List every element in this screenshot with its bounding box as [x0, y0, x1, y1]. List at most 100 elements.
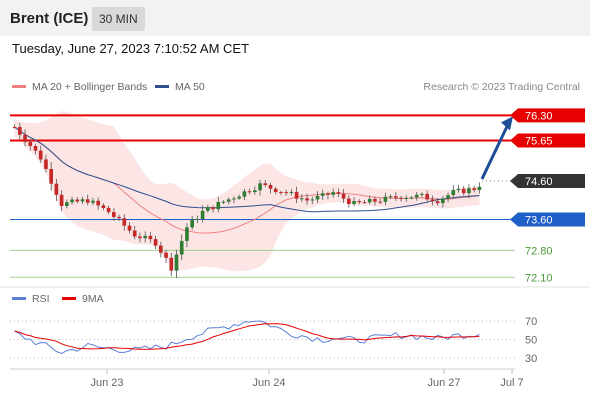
bollinger-band-area — [14, 111, 480, 272]
candle-body — [310, 199, 315, 201]
candle-body — [451, 190, 456, 196]
level-label-1: 75.65 — [525, 135, 553, 147]
candle-body — [362, 202, 367, 204]
candle-body — [190, 219, 194, 228]
candle-body — [153, 239, 158, 246]
price-levels — [10, 114, 515, 278]
candle-body — [472, 188, 476, 191]
ma20-legend-swatch — [12, 85, 26, 88]
candle-body — [331, 192, 335, 195]
candle-body — [195, 219, 200, 221]
candle-body — [174, 254, 179, 271]
candle-body — [106, 207, 111, 213]
candle-body — [28, 141, 33, 147]
rsi-ma-legend-swatch — [62, 297, 76, 300]
ma20-legend-label: MA 20 + Bollinger Bands — [32, 81, 147, 93]
candle-body — [305, 198, 309, 201]
rsi-tick-label-2: 30 — [525, 353, 537, 365]
candle-body — [44, 159, 48, 170]
x-axis: Jun 23 Jun 24 Jun 27 Jul 7 — [90, 369, 524, 389]
candle-body — [367, 198, 372, 203]
candle-body — [159, 245, 163, 253]
credit-text: Research © 2023 Trading Central — [423, 81, 580, 93]
ma50-line — [14, 126, 480, 213]
rsi-panel — [14, 320, 480, 355]
candle-body — [211, 207, 215, 210]
candle-body — [352, 201, 356, 204]
forecast-arrow — [480, 116, 513, 180]
candle-body — [206, 207, 210, 211]
candle-body — [237, 196, 241, 199]
candle-body — [80, 199, 85, 202]
instrument-title: Brent (ICE) — [10, 10, 89, 27]
rsi-tick-label-0: 70 — [525, 316, 537, 328]
candle-body — [294, 191, 299, 199]
candle-body — [326, 193, 330, 195]
candle-body — [273, 188, 278, 192]
x-tick-label-2: Jun 27 — [427, 377, 460, 389]
level-label-4: 72.80 — [525, 245, 553, 257]
candle-body — [232, 198, 236, 200]
candle-body — [425, 193, 429, 200]
level-label-0: 76.30 — [525, 110, 553, 122]
candle-body — [456, 188, 461, 191]
candle-body — [75, 199, 80, 202]
candle-body — [441, 198, 445, 204]
rsi-line — [14, 320, 480, 355]
rsi-legend-swatch — [12, 297, 26, 300]
candle-body — [132, 230, 137, 237]
candle-body — [18, 127, 22, 135]
candle-body — [143, 235, 147, 239]
candle-body — [122, 218, 127, 226]
candle-body — [315, 195, 320, 200]
candle-body — [101, 205, 106, 208]
candle-body — [378, 201, 382, 203]
candle-body — [127, 225, 132, 231]
candle-body — [221, 201, 226, 203]
candle-body — [216, 202, 221, 210]
candle-body — [279, 191, 283, 193]
candle-body — [435, 201, 440, 204]
candle-body — [399, 197, 403, 199]
candle-body — [409, 197, 414, 199]
level-label-2: 74.60 — [525, 176, 553, 188]
rsi-ma-legend-label: 9MA — [82, 293, 104, 305]
candle-body — [70, 199, 74, 203]
candle-body — [33, 146, 38, 151]
candle-body — [461, 188, 466, 194]
x-tick-label-1: Jun 24 — [252, 377, 285, 389]
x-tick-label-0: Jun 23 — [90, 377, 123, 389]
candle-body — [477, 186, 482, 191]
candle-body — [268, 184, 273, 189]
timeframe-badge[interactable]: 30 MIN — [92, 7, 145, 31]
candle-body — [258, 183, 262, 191]
candle-body — [49, 169, 53, 184]
candle-body — [467, 188, 471, 194]
candle-body — [430, 199, 435, 202]
candle-body — [54, 183, 59, 195]
level-label-3: 73.60 — [525, 214, 553, 226]
candle-body — [65, 202, 69, 206]
candle-body — [164, 252, 168, 258]
candle-body — [12, 126, 17, 128]
ma50-legend-label: MA 50 — [175, 81, 205, 93]
level-tag-1 — [510, 133, 585, 148]
candle-body — [185, 227, 189, 241]
candle-body — [59, 194, 64, 206]
candle-body — [263, 183, 268, 185]
candles — [12, 122, 482, 279]
candle-body — [347, 198, 351, 204]
level-tag-0 — [510, 108, 585, 123]
candle-body — [320, 193, 325, 196]
candle-body — [289, 191, 294, 193]
candle-body — [148, 235, 153, 240]
candle-body — [253, 190, 257, 193]
forecast-arrow-shaft — [480, 123, 510, 180]
candle-body — [414, 194, 419, 198]
candle-body — [38, 150, 43, 160]
candle-body — [226, 199, 231, 202]
chart-datetime: Tuesday, June 27, 2023 7:10:52 AM CET — [12, 41, 250, 56]
candle-body — [284, 192, 288, 194]
rsi-tick-label-1: 50 — [525, 335, 537, 347]
